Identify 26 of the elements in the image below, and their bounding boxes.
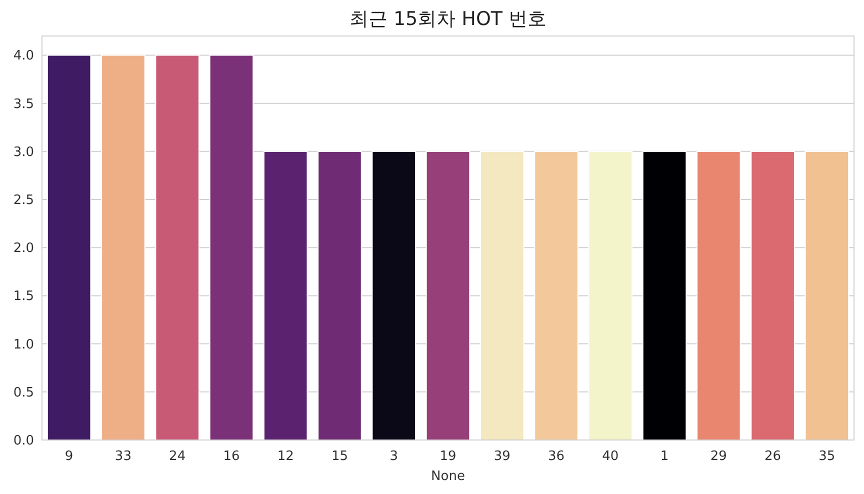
chart-title: 최근 15회차 HOT 번호: [349, 8, 547, 30]
x-tick-label: 1: [660, 449, 669, 464]
y-tick-label: 2.0: [13, 241, 34, 256]
y-tick-label: 3.0: [13, 144, 34, 160]
y-tick-label: 0.5: [13, 385, 34, 400]
x-tick-label: 19: [440, 449, 456, 464]
x-tick-label: 35: [818, 449, 836, 464]
x-axis-title: None: [431, 469, 465, 484]
x-tick-label: 39: [494, 449, 510, 464]
x-tick-label: 3: [390, 449, 398, 464]
x-tick-label: 36: [548, 449, 565, 464]
x-tick-label: 26: [764, 449, 782, 464]
x-tick-label: 16: [223, 449, 240, 464]
y-tick-label: 2.5: [13, 193, 34, 208]
x-tick-label: 12: [277, 449, 294, 464]
x-tick-label: 9: [64, 449, 74, 464]
x-tick-label: 40: [602, 449, 619, 464]
y-tick-label: 3.5: [13, 96, 34, 112]
x-tick-label: 24: [169, 449, 186, 464]
x-tick-label: 15: [331, 449, 348, 464]
y-tick-label: 0.0: [13, 434, 34, 448]
y-tick-label: 1.0: [13, 337, 34, 352]
x-tick-label: 29: [710, 449, 727, 464]
y-tick-label: 1.5: [13, 289, 34, 304]
y-tick-label: 4.0: [13, 48, 34, 64]
x-tick-label: 33: [114, 449, 132, 464]
